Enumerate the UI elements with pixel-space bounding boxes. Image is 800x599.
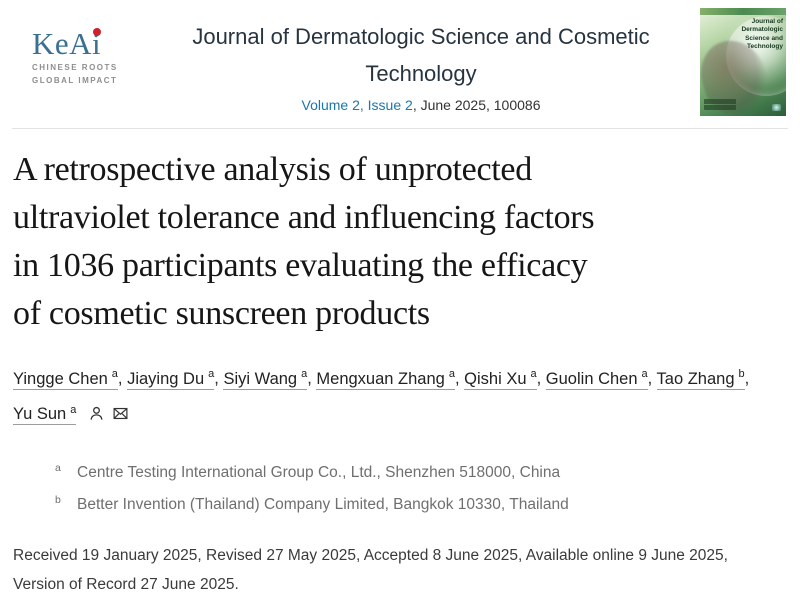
header-divider	[12, 128, 788, 129]
affiliation-row: b Better Invention (Thailand) Company Lim…	[55, 487, 780, 519]
journal-title-link[interactable]: Journal of Dermatologic Science and Cosm…	[192, 24, 650, 86]
article-dates: Received 19 January 2025, Revised 27 May…	[13, 547, 728, 593]
journal-masthead: KeAi CHINESE ROOTS GLOBAL IMPACT Journal…	[0, 0, 800, 116]
article-title-line: ultraviolet tolerance and influencing fa…	[13, 199, 595, 236]
affiliation-text: Centre Testing International Group Co., …	[77, 464, 561, 481]
affiliation-sup: a	[55, 462, 61, 474]
keai-red-dot-icon	[93, 28, 101, 36]
logo-tagline-line2: GLOBAL IMPACT	[32, 76, 118, 85]
author-name: Tao Zhang	[656, 369, 735, 388]
article-title-line: A retrospective analysis of unprotected	[13, 151, 532, 188]
cover-top-strip	[700, 8, 786, 15]
cover-journal-title: Journal of Dermatologic Science and Tech…	[741, 18, 783, 51]
affiliation-list: a Centre Testing International Group Co.,…	[13, 455, 780, 518]
issue-line: Volume 2, Issue 2, June 2025, 100086	[142, 97, 700, 113]
author-link[interactable]: Guolin Chen a	[545, 368, 648, 390]
journal-cover-thumbnail[interactable]: Journal of Dermatologic Science and Tech…	[700, 8, 786, 116]
author-name: Guolin Chen	[545, 369, 638, 388]
author-name: Yingge Chen	[13, 369, 108, 388]
keai-publisher-logo[interactable]: KeAi CHINESE ROOTS GLOBAL IMPACT	[32, 28, 142, 85]
author-affiliation-sup: a	[301, 368, 308, 380]
affiliation-text: Better Invention (Thailand) Company Limi…	[77, 495, 569, 513]
cover-publisher-mark	[772, 104, 781, 111]
author-link[interactable]: Siyi Wang a	[223, 368, 308, 390]
author-profile-icon[interactable]	[88, 402, 105, 433]
author-list: Yingge Chen a, Jiaying Du a, Siyi Wang a, M…	[13, 359, 753, 433]
author-link[interactable]: Mengxuan Zhang a	[316, 368, 455, 390]
author-names: Yingge Chen a, Jiaying Du a, Siyi Wang a, M…	[13, 368, 750, 425]
author-affiliation-sup: a	[530, 368, 537, 380]
author-affiliation-sup: a	[208, 368, 215, 380]
article-title-line: of cosmetic sunscreen products	[13, 295, 430, 332]
author-name: Siyi Wang	[223, 369, 298, 388]
author-link[interactable]: Tao Zhang b	[656, 368, 745, 390]
affiliation-row: a Centre Testing International Group Co.,…	[55, 455, 780, 487]
author-name: Jiaying Du	[127, 369, 205, 388]
logo-tagline-line1: CHINESE ROOTS	[32, 63, 118, 72]
author-affiliation-sup: a	[448, 368, 455, 380]
author-name: Yu Sun	[13, 405, 67, 423]
author-affiliation-sup: a	[641, 368, 648, 380]
author-affiliation-sup: b	[738, 368, 745, 380]
author-affiliation-sup: a	[111, 368, 118, 380]
affiliation-sup: b	[55, 493, 61, 506]
author-link[interactable]: Yu Sun a	[13, 403, 77, 425]
cover-caption-block	[704, 99, 736, 110]
author-link[interactable]: Yingge Chen a	[13, 368, 118, 390]
author-name: Mengxuan Zhang	[316, 369, 445, 388]
envelope-icon[interactable]	[112, 402, 129, 433]
article-title-line: in 1036 participants evaluating the effi…	[13, 247, 588, 284]
author-link[interactable]: Jiaying Du a	[127, 368, 215, 390]
volume-issue-link[interactable]: Volume 2, Issue 2	[301, 97, 413, 113]
author-link[interactable]: Qishi Xu a	[464, 368, 537, 390]
corresponding-author-icons	[81, 405, 129, 423]
masthead-center: Journal of Dermatologic Science and Cosm…	[142, 8, 700, 113]
author-affiliation-sup: a	[70, 403, 77, 416]
author-name: Qishi Xu	[464, 369, 527, 388]
article-title: A retrospective analysis of unprotected u…	[13, 146, 780, 338]
issue-date-text: , June 2025, 100086	[412, 97, 541, 113]
keai-wordmark: KeAi	[32, 26, 102, 61]
article-head-section: A retrospective analysis of unprotected u…	[0, 146, 800, 599]
